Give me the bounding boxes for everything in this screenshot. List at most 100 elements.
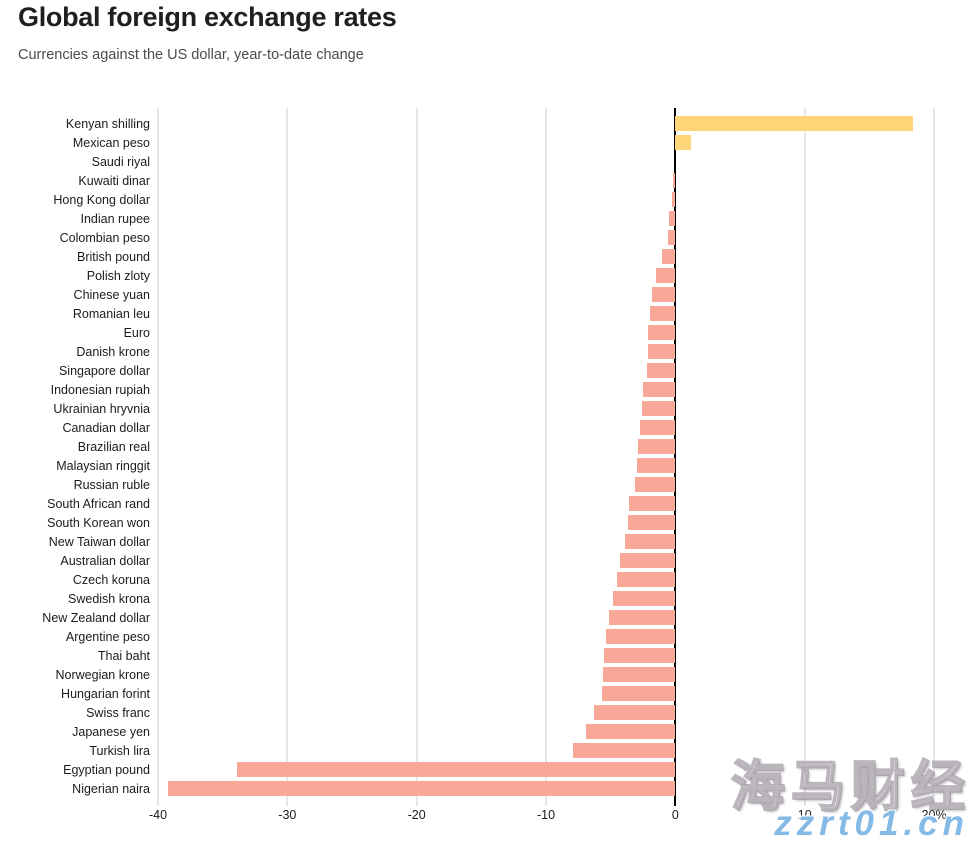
bar-track: [158, 154, 969, 169]
bar: [613, 591, 676, 606]
bar: [641, 401, 676, 416]
bar-row: South African rand: [0, 494, 969, 513]
x-tick-label: -10: [536, 808, 556, 822]
bar-row: Norwegian krone: [0, 665, 969, 684]
bar-track: [158, 382, 969, 397]
category-label: Czech koruna: [72, 572, 150, 587]
x-tick-label: 20%: [921, 808, 947, 822]
category-label: Swiss franc: [86, 705, 150, 720]
bar-row: Swiss franc: [0, 703, 969, 722]
bar: [604, 648, 676, 663]
bar-track: [158, 363, 969, 378]
bar-row: Hong Kong dollar: [0, 190, 969, 209]
category-label: New Taiwan dollar: [48, 534, 150, 549]
bar: [668, 211, 676, 226]
category-label: British pound: [77, 249, 150, 264]
bar: [605, 629, 676, 644]
bar-track: [158, 344, 969, 359]
bar: [675, 135, 691, 150]
bar: [628, 496, 676, 511]
category-label: Russian ruble: [73, 477, 150, 492]
bar: [601, 686, 676, 701]
category-label: New Zealand dollar: [42, 610, 150, 625]
bar-row: Nigerian naira: [0, 779, 969, 798]
plot-area: [157, 108, 969, 806]
gridline: [157, 108, 159, 806]
bar: [636, 458, 676, 473]
bar-row: Romanian leu: [0, 304, 969, 323]
bar-track: [158, 743, 969, 758]
bar: [609, 610, 676, 625]
category-label: Hong Kong dollar: [53, 192, 150, 207]
bar: [236, 762, 676, 777]
bar: [652, 287, 676, 302]
bar-row: Russian ruble: [0, 475, 969, 494]
bar: [655, 268, 676, 283]
bar-row: Danish krone: [0, 342, 969, 361]
bar-track: [158, 629, 969, 644]
bar: [671, 192, 676, 207]
bar-row: South Korean won: [0, 513, 969, 532]
bar-track: [158, 724, 969, 739]
bar-row: Polish zloty: [0, 266, 969, 285]
bar: [675, 116, 914, 131]
category-label: Australian dollar: [60, 553, 150, 568]
category-label: Colombian peso: [59, 230, 150, 245]
bar-track: [158, 116, 969, 131]
category-label: South African rand: [47, 496, 150, 511]
bar-row: Mexican peso: [0, 133, 969, 152]
bar: [617, 572, 676, 587]
bar-track: [158, 648, 969, 663]
bar-track: [158, 667, 969, 682]
bar: [672, 173, 676, 188]
bar-row: Euro: [0, 323, 969, 342]
bar-row: Colombian peso: [0, 228, 969, 247]
category-label: Indonesian rupiah: [50, 382, 150, 397]
bar-track: [158, 591, 969, 606]
bar-row: Canadian dollar: [0, 418, 969, 437]
bar: [635, 477, 676, 492]
bar: [643, 382, 676, 397]
gridline: [416, 108, 418, 806]
bar-track: [158, 762, 969, 777]
bar-track: [158, 173, 969, 188]
bar: [586, 724, 676, 739]
bar: [593, 705, 676, 720]
bar-track: [158, 610, 969, 625]
bar-row: Turkish lira: [0, 741, 969, 760]
bar-row: Indian rupee: [0, 209, 969, 228]
bar: [627, 515, 676, 530]
bar: [619, 553, 676, 568]
bar: [640, 420, 676, 435]
bar-track: [158, 135, 969, 150]
x-tick-label: 10: [797, 808, 812, 822]
bar-row: Australian dollar: [0, 551, 969, 570]
bar: [637, 439, 676, 454]
category-label: Argentine peso: [65, 629, 150, 644]
bar-row: New Taiwan dollar: [0, 532, 969, 551]
bar: [646, 363, 676, 378]
bar: [648, 325, 676, 340]
category-label: Malaysian ringgit: [56, 458, 150, 473]
category-label: Mexican peso: [72, 135, 150, 150]
bar-row: Thai baht: [0, 646, 969, 665]
category-label: Hungarian forint: [61, 686, 150, 701]
bar-track: [158, 705, 969, 720]
bar-row: Malaysian ringgit: [0, 456, 969, 475]
x-tick-label: -40: [148, 808, 168, 822]
gridline: [286, 108, 288, 806]
bar-row: Czech koruna: [0, 570, 969, 589]
bar: [649, 306, 676, 321]
bar-track: [158, 496, 969, 511]
gridline: [545, 108, 547, 806]
bar-row: Kenyan shilling: [0, 114, 969, 133]
bar-track: [158, 534, 969, 549]
category-label: Euro: [123, 325, 150, 340]
bar: [602, 667, 676, 682]
category-label: Ukrainian hryvnia: [53, 401, 150, 416]
chart-title: Global foreign exchange rates: [18, 2, 397, 32]
bar-row: Saudi riyal: [0, 152, 969, 171]
bar-row: Hungarian forint: [0, 684, 969, 703]
bar: [667, 230, 676, 245]
bar-track: [158, 325, 969, 340]
